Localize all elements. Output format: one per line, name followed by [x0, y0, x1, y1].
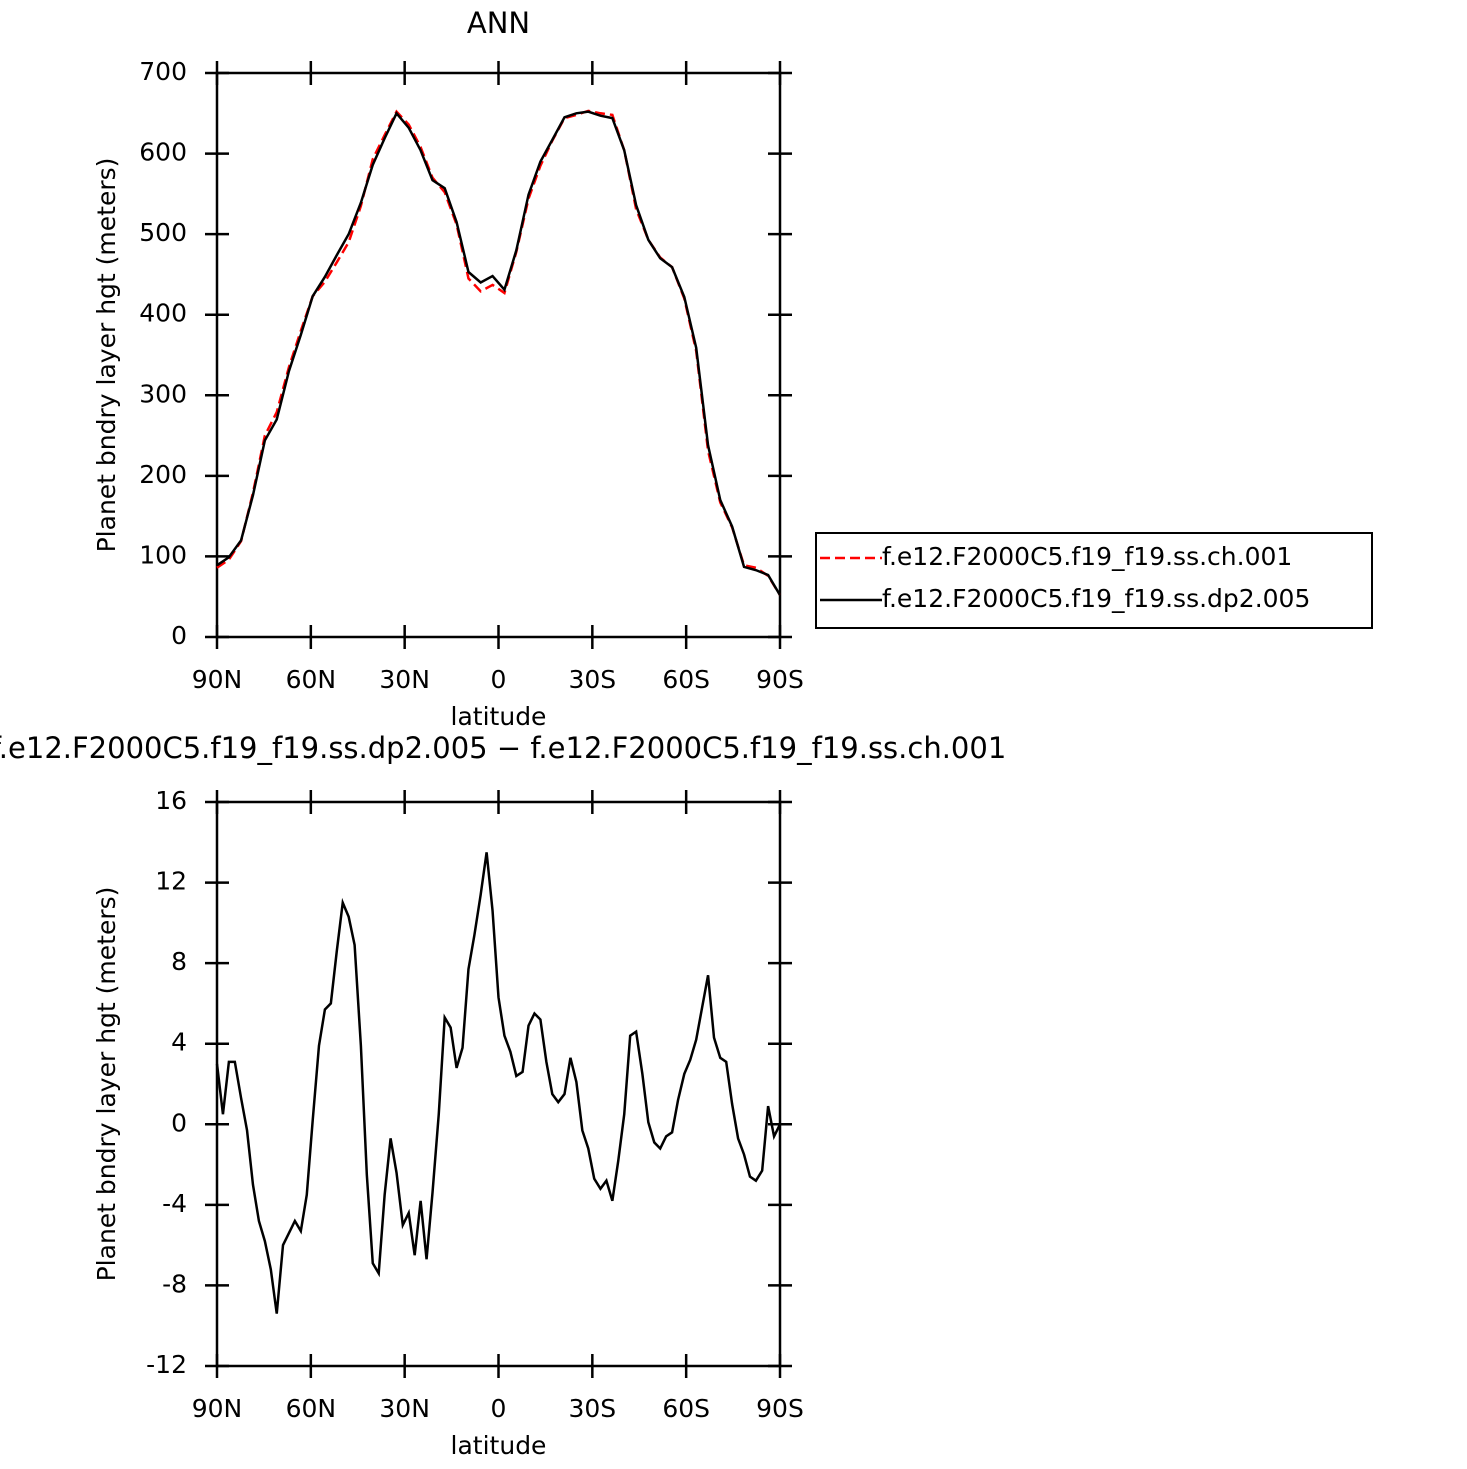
y-tick-label: 700 [139, 57, 187, 86]
y-axis-label: Planet bndry layer hgt (meters) [92, 158, 121, 553]
y-tick-label: 16 [155, 786, 187, 815]
x-tick-label: 90S [756, 665, 804, 694]
x-tick-label: 30S [568, 1394, 616, 1423]
data-line [215, 852, 782, 1314]
y-tick-label: -8 [162, 1269, 187, 1298]
legend-label: f.e12.F2000C5.f19_f19.ss.ch.001 [882, 542, 1292, 571]
y-tick-label: 8 [171, 947, 187, 976]
data-line [216, 110, 782, 596]
x-tick-label: 0 [491, 1394, 507, 1423]
y-tick-label: 0 [171, 1108, 187, 1137]
chart-title: ANN [467, 6, 530, 40]
y-tick-label: 12 [155, 867, 187, 896]
y-tick-label: 500 [139, 218, 187, 247]
x-tick-label: 90N [192, 1394, 243, 1423]
chart-title: f.e12.F2000C5.f19_f19.ss.dp2.005 − f.e12… [0, 731, 1006, 765]
x-axis-label: latitude [451, 1431, 547, 1460]
y-tick-label: -4 [162, 1189, 187, 1218]
x-tick-label: 60N [286, 1394, 337, 1423]
y-tick-label: -12 [146, 1350, 187, 1379]
data-line [216, 109, 782, 596]
x-tick-label: 60N [286, 665, 337, 694]
x-tick-label: 90S [756, 1394, 804, 1423]
x-tick-label: 30S [568, 665, 616, 694]
legend-box [815, 532, 1373, 629]
x-tick-label: 0 [491, 665, 507, 694]
y-axis-label: Planet bndry layer hgt (meters) [92, 887, 121, 1282]
x-tick-label: 60S [662, 665, 710, 694]
y-tick-label: 0 [171, 621, 187, 650]
y-tick-label: 200 [139, 460, 187, 489]
x-axis-label: latitude [451, 702, 547, 731]
y-tick-label: 600 [139, 138, 187, 167]
x-tick-label: 30N [379, 665, 430, 694]
y-tick-label: 100 [139, 540, 187, 569]
legend-label: f.e12.F2000C5.f19_f19.ss.dp2.005 [882, 584, 1310, 613]
plot-frame [215, 71, 782, 639]
x-tick-label: 30N [379, 1394, 430, 1423]
plot-frame [215, 800, 782, 1368]
y-tick-label: 300 [139, 379, 187, 408]
x-tick-label: 60S [662, 1394, 710, 1423]
x-tick-label: 90N [192, 665, 243, 694]
y-tick-label: 400 [139, 299, 187, 328]
y-tick-label: 4 [171, 1028, 187, 1057]
